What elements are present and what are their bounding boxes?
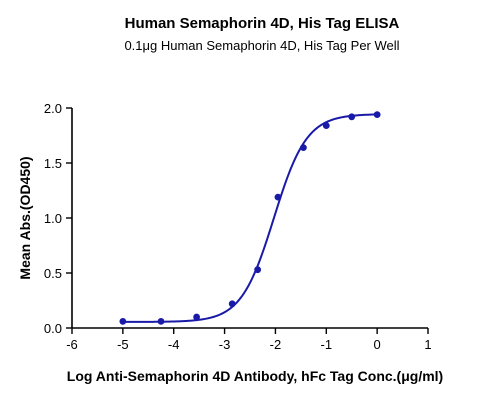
y-tick-label: 0.0 bbox=[44, 321, 62, 336]
x-tick-label: 1 bbox=[424, 337, 431, 352]
x-tick-label: -2 bbox=[270, 337, 282, 352]
data-point bbox=[322, 122, 330, 129]
x-tick-label: 0 bbox=[374, 337, 381, 352]
y-tick-label: 2.0 bbox=[44, 101, 62, 116]
data-point bbox=[348, 113, 356, 121]
y-tick-label: 1.0 bbox=[44, 211, 62, 226]
x-axis-label: Log Anti-Semaphorin 4D Antibody, hFc Tag… bbox=[67, 368, 443, 384]
y-tick-label: 0.5 bbox=[44, 266, 62, 281]
plot-area: -6 -5 -4 -3 -2 -1 0 1 0.0 0.5 1.0 1.5 2.0 bbox=[44, 101, 432, 352]
data-point bbox=[193, 313, 201, 321]
data-point bbox=[254, 266, 262, 274]
data-point bbox=[157, 318, 165, 325]
data-point bbox=[119, 318, 127, 325]
data-point bbox=[373, 111, 381, 118]
data-point bbox=[300, 144, 307, 152]
chart-subtitle: 0.1μg Human Semaphorin 4D, His Tag Per W… bbox=[124, 38, 399, 53]
x-tick-label: -5 bbox=[117, 337, 129, 352]
x-tick-label: -6 bbox=[66, 337, 78, 352]
data-point bbox=[228, 300, 236, 308]
x-tick-label: -1 bbox=[321, 337, 333, 352]
x-tick-label: -3 bbox=[219, 337, 231, 352]
y-tick-label: 1.5 bbox=[44, 156, 62, 171]
fit-curve bbox=[122, 113, 378, 323]
data-point bbox=[274, 193, 282, 201]
x-tick-label: -4 bbox=[168, 337, 180, 352]
y-axis-label: Mean Abs.(OD450) bbox=[17, 156, 33, 279]
chart-title: Human Semaphorin 4D, His Tag ELISA bbox=[125, 15, 400, 32]
